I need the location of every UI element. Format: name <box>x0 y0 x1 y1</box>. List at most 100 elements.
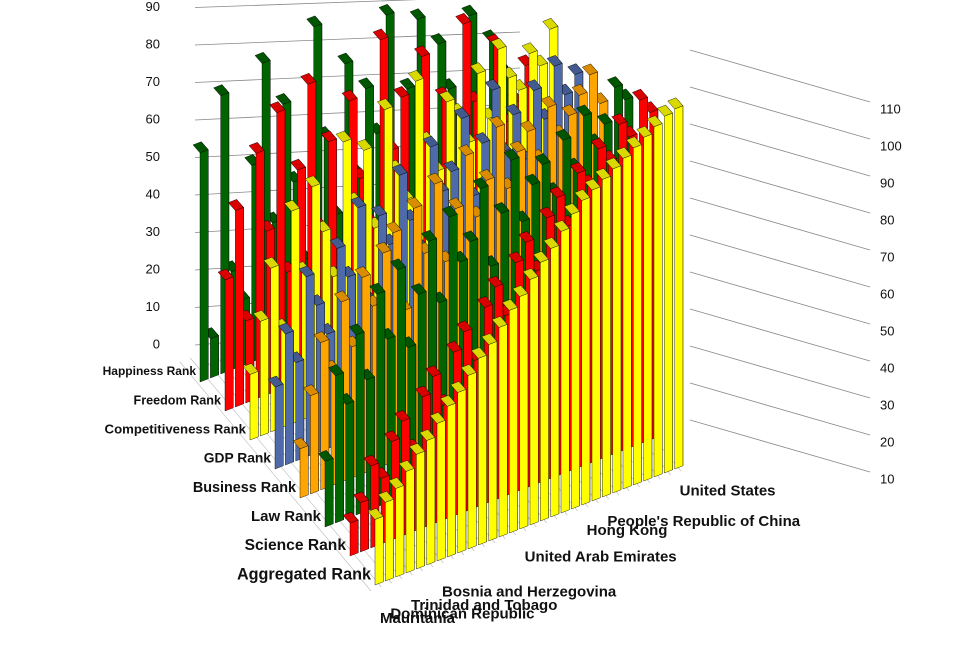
bar <box>277 322 294 466</box>
bar-front <box>324 458 334 528</box>
y-tick-label: 30 <box>146 224 160 239</box>
y-tick-label: 60 <box>146 111 160 126</box>
y-tick-label: 0 <box>153 336 160 351</box>
y-tick-label: 50 <box>146 149 160 164</box>
y-tick-label: 90 <box>146 0 160 14</box>
bar-front <box>199 149 209 383</box>
bar-front <box>249 371 259 441</box>
bar <box>543 236 560 518</box>
bar <box>302 384 319 495</box>
bar <box>377 490 394 582</box>
grid-line <box>689 123 871 177</box>
bar-front <box>674 105 684 470</box>
bar-front <box>349 519 359 557</box>
y2-tick-label: 80 <box>880 212 894 227</box>
y-tick-label: 10 <box>146 299 160 314</box>
bar <box>367 507 384 586</box>
bar-front <box>395 485 405 578</box>
bar-front <box>602 176 611 498</box>
grid-line <box>689 160 871 214</box>
y2-tick-label: 40 <box>880 360 894 375</box>
floor-line <box>190 357 382 588</box>
bar-front <box>478 354 487 546</box>
bar <box>615 146 632 490</box>
grid-line <box>689 86 871 140</box>
bar <box>217 268 234 412</box>
bar-front <box>664 112 673 474</box>
grid-line <box>689 197 871 251</box>
bar-front <box>299 445 309 499</box>
bar-front <box>405 468 415 574</box>
bar-front <box>612 165 622 494</box>
y2-tick-label: 70 <box>880 249 894 264</box>
bar <box>429 411 446 562</box>
series-label: Aggregated Rank <box>237 565 372 583</box>
x-tick-label: Dominican Republic <box>390 606 534 623</box>
bar-front <box>498 324 508 538</box>
bar <box>501 298 518 534</box>
bar-front <box>310 392 319 495</box>
bar <box>227 198 244 408</box>
bar <box>439 394 456 558</box>
bar <box>408 442 425 570</box>
y-tick-label: 80 <box>146 36 160 51</box>
bar-front <box>210 335 219 379</box>
bar-front <box>509 306 518 534</box>
y-tick-label: 20 <box>146 261 160 276</box>
y2-tick-label: 60 <box>880 286 894 301</box>
bar-front <box>571 210 580 510</box>
bar-front <box>560 228 570 514</box>
bar <box>460 363 477 550</box>
bar-front <box>591 186 601 502</box>
bar-front <box>550 245 560 518</box>
bar-front <box>235 207 244 408</box>
y2-tick-label: 90 <box>880 175 894 190</box>
bar <box>419 428 436 566</box>
x-tick-label: United Arab Emirates <box>525 548 677 565</box>
bar <box>605 157 622 494</box>
bar-front <box>335 372 344 524</box>
bar-front <box>274 383 284 470</box>
y2-tick-label: 110 <box>880 101 901 116</box>
bar <box>574 188 591 506</box>
bar-front <box>260 317 269 437</box>
bar-front <box>374 516 384 586</box>
series-label: Competitiveness Rank <box>105 421 247 436</box>
bar <box>491 315 508 538</box>
grid-line <box>689 308 871 362</box>
bar-front <box>416 450 425 570</box>
x-tick-label: Mauritania <box>380 610 456 627</box>
bar <box>481 332 498 542</box>
bar <box>342 511 359 557</box>
bar-front <box>633 144 642 486</box>
bar-front <box>622 154 632 490</box>
grid-line <box>194 0 419 8</box>
y2-tick-label: 100 <box>880 138 902 153</box>
series-label: Business Rank <box>193 480 297 496</box>
bar <box>369 282 386 508</box>
bar <box>667 97 684 470</box>
bar <box>348 323 365 516</box>
bar-front <box>529 276 539 526</box>
bar <box>584 178 601 502</box>
grid-line <box>689 345 871 399</box>
y2-tick-label: 20 <box>880 434 894 449</box>
bar-front <box>447 402 456 558</box>
bar <box>398 459 415 574</box>
x-tick-label: Hong Kong <box>587 522 668 539</box>
series-label: GDP Rank <box>204 451 272 466</box>
bar-front <box>519 293 529 530</box>
bar-front <box>467 372 477 550</box>
grid-line <box>689 234 871 288</box>
floor-line <box>179 361 372 592</box>
y2-tick-label: 50 <box>880 323 894 338</box>
bar <box>656 104 673 474</box>
bar-front <box>285 330 294 466</box>
bar <box>242 362 259 441</box>
bar <box>202 326 219 379</box>
y-tick-label: 70 <box>146 74 160 89</box>
bar-front <box>488 341 498 542</box>
bar-front <box>436 420 446 562</box>
bar <box>625 136 642 486</box>
bar <box>352 491 369 553</box>
